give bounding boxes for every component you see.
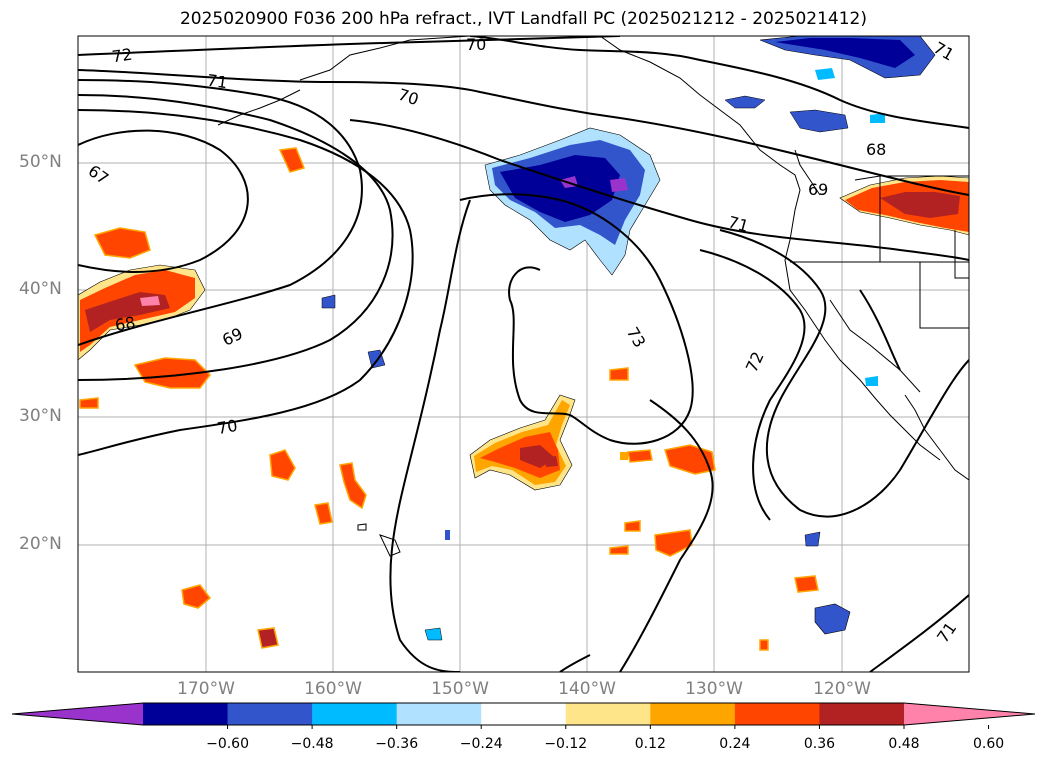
colorbar-segment <box>565 703 651 725</box>
colorbar-segment <box>312 703 398 725</box>
colorbar-segment <box>396 703 482 725</box>
negative-anomaly-gulf-of-alaska <box>484 127 661 276</box>
colorbar-segment <box>734 703 820 725</box>
lat-label-30n: 30°N <box>19 406 62 426</box>
contour-label: 71 <box>726 212 751 236</box>
colorbar-extend-low <box>12 703 143 725</box>
colorbar-tick-label: 0.48 <box>888 736 920 752</box>
colorbar-tick-label: 0.36 <box>803 736 836 752</box>
colorbar-segment <box>143 703 229 725</box>
lon-label-130w: 130°W <box>685 679 743 699</box>
lon-label-150w: 150°W <box>431 679 489 699</box>
lon-label-170w: 170°W <box>177 679 235 699</box>
colorbar-segment <box>227 703 313 725</box>
colorbar-tick-label: −0.48 <box>290 736 334 752</box>
positive-anomaly-west <box>78 147 306 409</box>
colorbar-segment <box>481 703 567 725</box>
contour-label: 70 <box>466 35 486 54</box>
lon-label-140w: 140°W <box>558 679 616 699</box>
coastlines <box>217 36 969 557</box>
colorbar-segment <box>650 703 736 725</box>
contour-label: 68 <box>113 313 136 335</box>
colorbar-tick-label: 0.24 <box>719 736 751 752</box>
contour-label: 68 <box>866 140 886 159</box>
colorbar <box>11 702 1036 729</box>
map-frame <box>77 35 970 673</box>
contour-label: 69 <box>808 180 828 199</box>
contour-label: 70 <box>216 416 239 438</box>
map-background <box>78 36 969 672</box>
contour-label: 72 <box>111 45 134 67</box>
contour-label-group: 72 70 71 70 67 68 69 70 71 73 72 69 68 7… <box>85 35 961 646</box>
lon-label-120w: 120°W <box>813 679 871 699</box>
colorbar-extend-high <box>904 703 1035 725</box>
colorbar-tick-label: −0.24 <box>459 736 503 752</box>
colorbar-tick-label: −0.12 <box>544 736 588 752</box>
negative-anomaly-northeast <box>321 36 936 641</box>
positive-anomaly-central <box>181 367 819 651</box>
positive-anomaly-pacific-northwest <box>839 175 969 236</box>
colorbar-tick-label: −0.36 <box>375 736 419 752</box>
colorbar-tick-label: 0.12 <box>634 736 666 752</box>
contour-label: 71 <box>206 71 229 93</box>
lon-label-160w: 160°W <box>304 679 362 699</box>
lat-label-40n: 40°N <box>19 279 62 299</box>
lat-label-50n: 50°N <box>19 152 62 172</box>
graticule <box>78 36 969 672</box>
colorbar-tick-label: 0.60 <box>972 736 1005 752</box>
colorbar-tick-label: −0.60 <box>206 736 249 752</box>
map-title: 2025020900 F036 200 hPa refract., IVT La… <box>179 9 867 29</box>
colorbar-segment <box>819 703 905 725</box>
contour-lines <box>78 36 969 672</box>
lat-label-20n: 20°N <box>19 534 62 554</box>
